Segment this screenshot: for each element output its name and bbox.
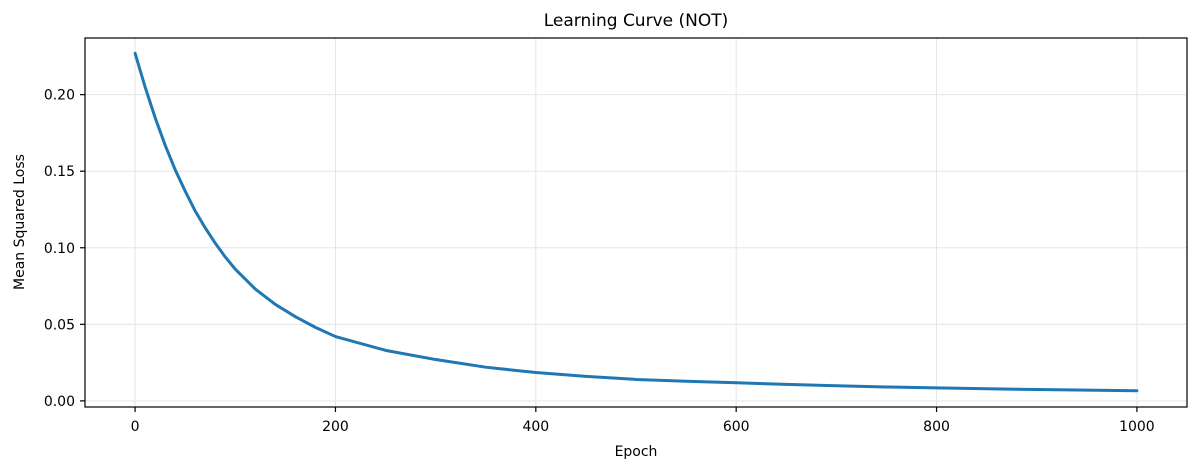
plot-frame (84, 37, 1188, 408)
x-tick-label: 200 (322, 419, 349, 435)
grid-layer (85, 38, 1187, 407)
y-tick-label: 0.05 (44, 317, 75, 333)
x-tick-label: 400 (522, 419, 549, 435)
x-axis-label: Epoch (615, 444, 658, 460)
x-tick-label: 1000 (1119, 419, 1155, 435)
y-tick-label: 0.15 (44, 164, 75, 180)
x-axis: 0 200 400 600 800 1000 (131, 407, 1155, 435)
chart-title: Learning Curve (NOT) (544, 11, 729, 31)
x-tick-label: 600 (723, 419, 750, 435)
y-tick-label: 0.00 (44, 394, 75, 410)
loss-series-line (133, 51, 1139, 393)
x-tick-label: 800 (923, 419, 950, 435)
y-axis: 0.00 0.05 0.10 0.15 0.20 (44, 88, 85, 410)
y-tick-label: 0.10 (44, 241, 75, 257)
y-tick-label: 0.20 (44, 88, 75, 104)
series-layer (133, 51, 1139, 393)
y-axis-label: Mean Squared Loss (12, 154, 28, 290)
x-tick-label: 0 (131, 419, 140, 435)
